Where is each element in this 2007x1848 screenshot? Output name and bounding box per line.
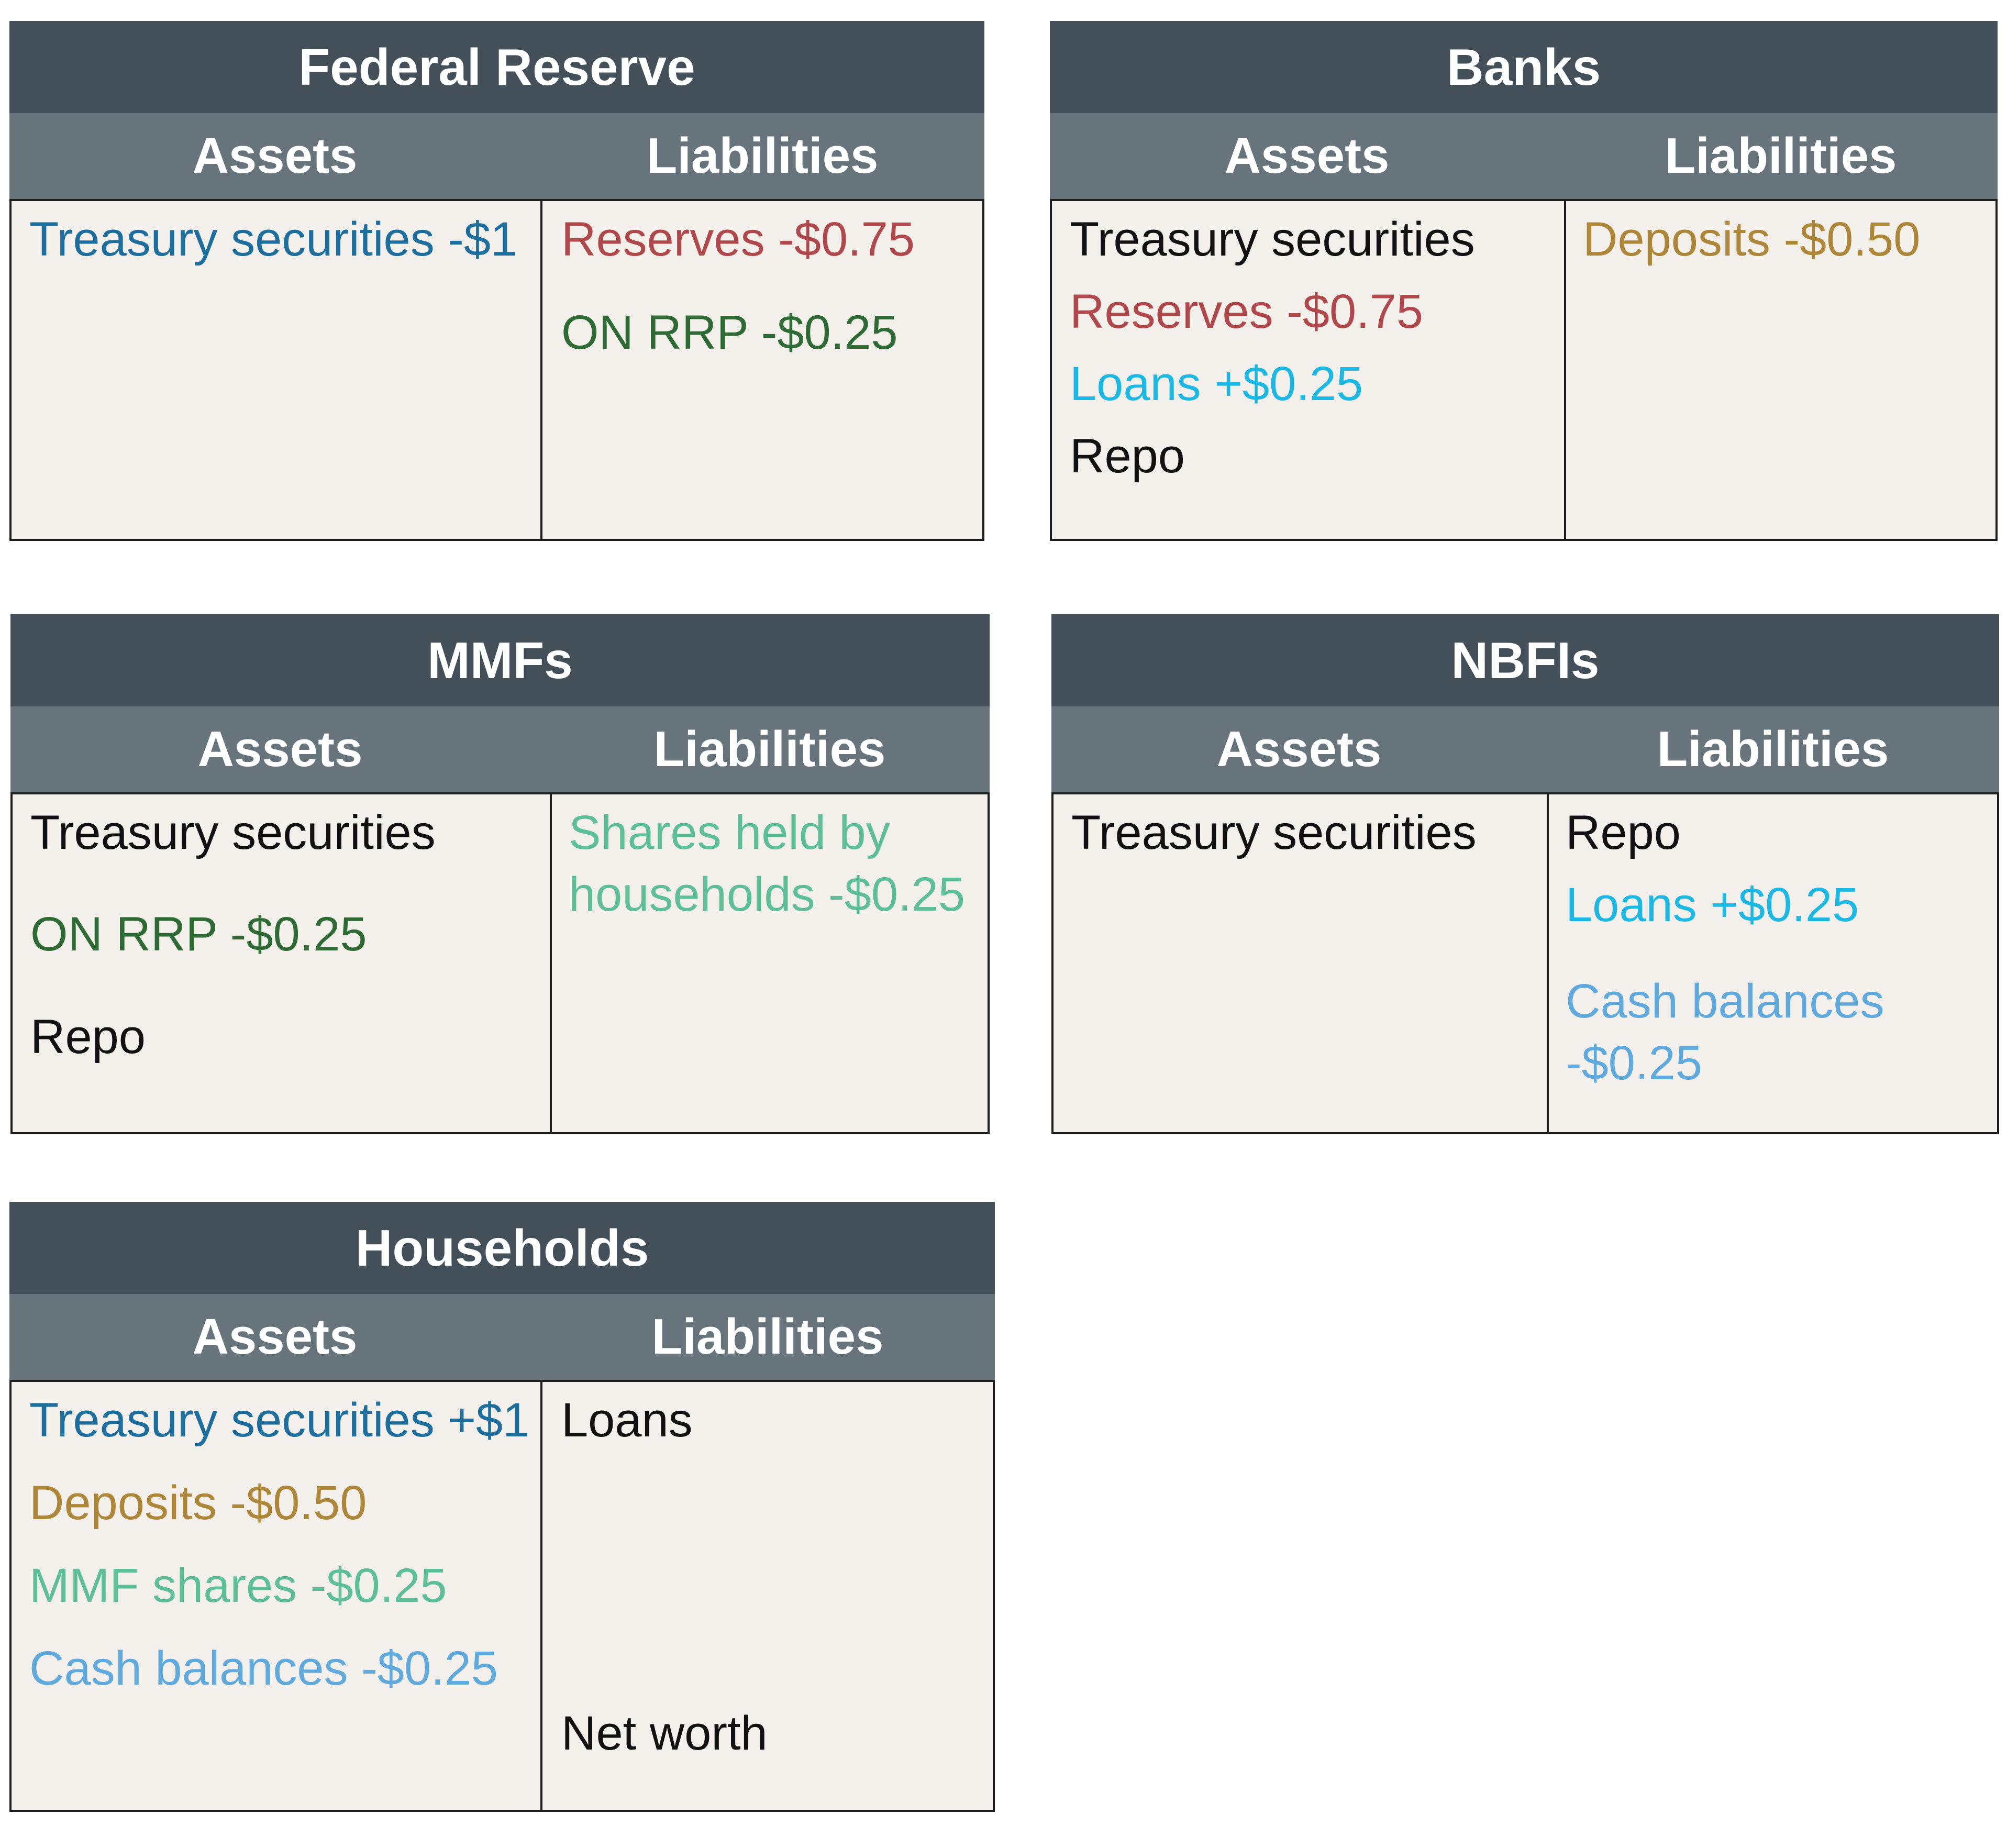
liabilities-header: Liabilities <box>1657 721 1889 777</box>
assets-header: Assets <box>192 128 358 184</box>
asset-entry: Repo <box>30 1010 146 1064</box>
banks-body: Treasury securities Reserves -$0.75 Loan… <box>1050 199 1998 541</box>
assets-header: Assets <box>192 1309 358 1365</box>
liability-entry: Loans +$0.25 <box>1566 878 1859 932</box>
asset-entry: Deposits -$0.50 <box>29 1476 367 1530</box>
mmfs-body: Treasury securities ON RRP -$0.25 Repo S… <box>10 792 990 1134</box>
asset-entry: Cash balances -$0.25 <box>29 1642 498 1695</box>
assets-header: Assets <box>1224 128 1390 184</box>
liability-entry: ON RRP -$0.25 <box>561 306 898 359</box>
asset-entry: Loans +$0.25 <box>1070 357 1363 411</box>
asset-entry: MMF shares -$0.25 <box>29 1559 447 1612</box>
liability-entry: Loans <box>561 1393 693 1447</box>
asset-entry: Treasury securities -$1 <box>29 213 518 266</box>
mmfs-title: MMFs <box>10 614 990 706</box>
liability-entry: Cash balances <box>1566 975 1884 1028</box>
column-divider <box>540 201 542 539</box>
federal-reserve-title: Federal Reserve <box>9 21 984 113</box>
asset-entry: Treasury securities <box>1071 806 1477 859</box>
liability-entry: Repo <box>1566 806 1681 859</box>
federal-reserve-body: Treasury securities -$1 Reserves -$0.75 … <box>9 199 984 541</box>
nbfis-body: Treasury securities Repo Loans +$0.25 Ca… <box>1051 792 1999 1134</box>
asset-entry: Treasury securities +$1 <box>29 1393 530 1447</box>
liability-entry: Reserves -$0.75 <box>561 213 915 266</box>
federal-reserve-column-headers: Assets Liabilities <box>9 113 984 199</box>
households-body: Treasury securities +$1 Deposits -$0.50 … <box>9 1380 995 1812</box>
nbfis-t-account: NBFIs Assets Liabilities Treasury securi… <box>1051 614 1999 1134</box>
federal-reserve-t-account: Federal Reserve Assets Liabilities Treas… <box>9 21 984 541</box>
liability-entry: Net worth <box>561 1707 768 1760</box>
nbfis-column-headers: Assets Liabilities <box>1051 706 1999 792</box>
households-title: Households <box>9 1202 995 1294</box>
households-t-account: Households Assets Liabilities Treasury s… <box>9 1202 995 1812</box>
liabilities-header: Liabilities <box>646 128 879 184</box>
banks-column-headers: Assets Liabilities <box>1050 113 1998 199</box>
asset-entry: ON RRP -$0.25 <box>30 908 367 961</box>
banks-title: Banks <box>1050 21 1998 113</box>
asset-entry: Treasury securities <box>1070 213 1475 266</box>
liability-entry: Deposits -$0.50 <box>1583 213 1921 266</box>
column-divider <box>540 1382 542 1810</box>
asset-entry: Treasury securities <box>30 806 436 859</box>
column-divider <box>1547 794 1549 1132</box>
column-divider <box>550 794 552 1132</box>
liabilities-header: Liabilities <box>1665 128 1897 184</box>
nbfis-title: NBFIs <box>1051 614 1999 706</box>
liability-entry: households -$0.25 <box>569 868 966 921</box>
assets-header: Assets <box>1216 721 1382 777</box>
asset-entry: Reserves -$0.75 <box>1070 285 1423 338</box>
liability-entry: Shares held by <box>569 806 890 859</box>
households-column-headers: Assets Liabilities <box>9 1294 995 1380</box>
liability-entry: -$0.25 <box>1566 1036 1702 1090</box>
banks-t-account: Banks Assets Liabilities Treasury securi… <box>1050 21 1998 541</box>
column-divider <box>1564 201 1566 539</box>
mmfs-column-headers: Assets Liabilities <box>10 706 990 792</box>
liabilities-header: Liabilities <box>653 721 886 777</box>
assets-header: Assets <box>197 721 363 777</box>
asset-entry: Repo <box>1070 429 1185 483</box>
mmfs-t-account: MMFs Assets Liabilities Treasury securit… <box>10 614 990 1134</box>
liabilities-header: Liabilities <box>651 1309 884 1365</box>
